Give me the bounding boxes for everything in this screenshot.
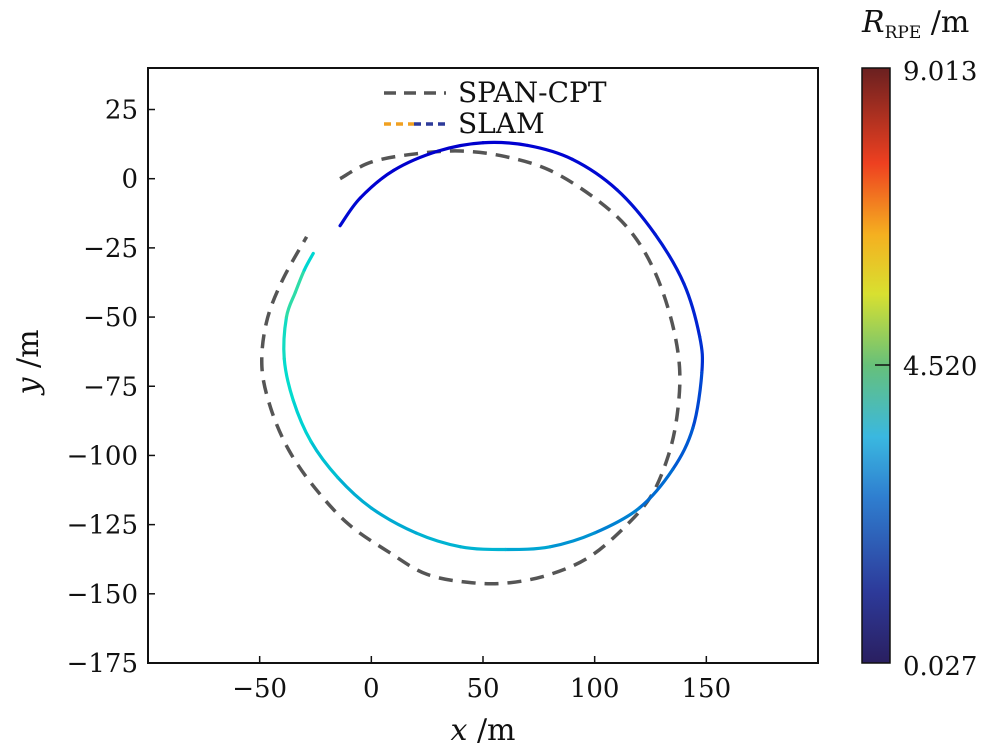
series-slam-segment xyxy=(615,188,657,236)
y-tick-label: −75 xyxy=(83,372,138,402)
y-tick-label: −50 xyxy=(83,303,138,333)
x-axis-label: x /m xyxy=(450,713,515,747)
x-tick-label: 0 xyxy=(363,674,380,704)
legend-label-span-cpt: SPAN-CPT xyxy=(458,76,607,109)
series-slam-segment xyxy=(309,440,340,480)
series-slam-segment xyxy=(282,356,295,402)
colorbar-tick-max: 9.013 xyxy=(903,57,977,87)
colorbar-tick-min: 0.027 xyxy=(903,652,977,682)
legend: SPAN-CPT SLAM xyxy=(384,76,607,140)
x-tick-label: −50 xyxy=(232,674,287,704)
y-tick-label: −175 xyxy=(67,649,138,679)
series-slam-segment xyxy=(682,282,702,339)
y-tick-label: −100 xyxy=(67,441,138,471)
series-slam-segment xyxy=(436,141,485,153)
y-tick-label: 25 xyxy=(105,96,138,126)
series-slam-segment xyxy=(637,467,675,510)
y-axis-label: y /m xyxy=(11,329,46,396)
y-tick-label: −150 xyxy=(67,580,138,610)
series-slam-segment xyxy=(481,140,530,148)
series-slam-segment xyxy=(414,531,463,549)
series-slam-segment xyxy=(282,315,289,361)
plot-frame xyxy=(147,67,819,664)
series-slam-segment xyxy=(548,531,597,549)
series-slam-segment xyxy=(459,545,507,552)
series-slam-segment xyxy=(293,268,306,294)
series-slam-segment xyxy=(284,290,297,319)
x-tick-label: 50 xyxy=(466,674,499,704)
series-slam-segment xyxy=(593,506,641,535)
x-tick-label: 100 xyxy=(570,674,620,704)
series-slam-segment xyxy=(336,475,373,510)
series-slam-segment xyxy=(302,251,315,272)
series-slam-segment xyxy=(691,370,704,430)
x-tick-label: 150 xyxy=(682,674,732,704)
y-tick-label: 0 xyxy=(121,165,138,195)
y-tick-label: −25 xyxy=(83,234,138,264)
legend-label-slam: SLAM xyxy=(458,107,545,140)
series-slam-segment xyxy=(653,232,686,286)
series-slam-segment xyxy=(698,334,705,375)
series-span-cpt-line xyxy=(260,149,682,586)
series-slam-segment xyxy=(291,398,313,444)
series-slam-segment xyxy=(570,157,619,192)
colorbar-title: RRPE /m xyxy=(861,5,969,43)
plot-curves xyxy=(260,140,705,586)
colorbar: 9.013 4.520 0.027 RRPE /m xyxy=(861,5,977,682)
series-slam-segment xyxy=(358,168,396,200)
axis-ticks: −50 0 50 100 150 25 0 −25 −50 −75 −100 −125 −150 −175 xyxy=(67,96,732,704)
series-slam-segment xyxy=(671,426,695,471)
series-slam-segment xyxy=(369,506,418,535)
series-slam-segment xyxy=(526,143,574,161)
y-tick-label: −125 xyxy=(67,511,138,541)
series-slam-segment xyxy=(392,149,440,172)
colorbar-tick-mid-label: 4.520 xyxy=(903,352,977,382)
series-slam-segment xyxy=(503,545,552,552)
series-slam-segment xyxy=(338,196,362,228)
